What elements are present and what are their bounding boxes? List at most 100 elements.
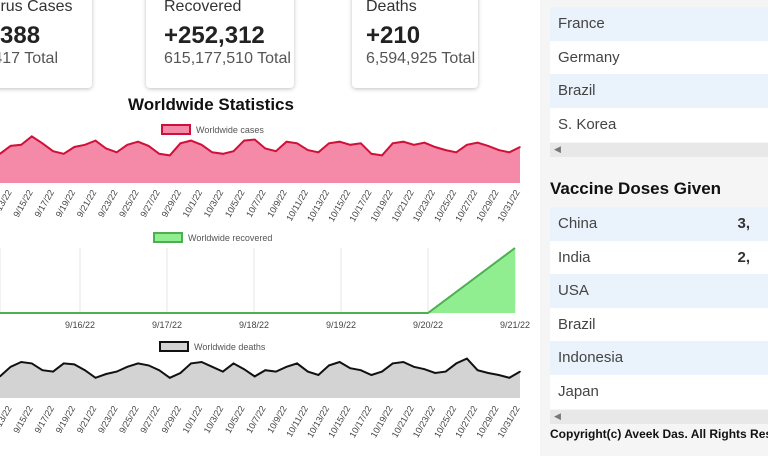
recovered-chart: Worldwide recovered229/16/229/17/229/18/… xyxy=(0,232,530,330)
table-row[interactable]: China 3, xyxy=(550,207,768,241)
table-row[interactable]: Japan xyxy=(550,375,768,409)
data-point xyxy=(508,377,511,379)
deaths-chart: Worldwide deaths9/13/229/15/229/17/229/1… xyxy=(0,341,522,439)
data-point xyxy=(41,369,44,371)
data-point xyxy=(264,369,267,371)
country-name: Brazil xyxy=(558,316,596,333)
data-point xyxy=(137,362,139,365)
horizontal-scrollbar[interactable]: ◀ xyxy=(550,410,768,424)
data-point xyxy=(360,142,362,145)
data-point xyxy=(455,362,458,365)
series-line xyxy=(0,247,516,314)
data-point xyxy=(349,144,352,146)
x-tick-label: 9/17/22 xyxy=(152,320,182,330)
data-point xyxy=(158,369,160,371)
data-point xyxy=(105,373,107,375)
country-name: Brazil xyxy=(558,82,596,99)
data-point xyxy=(94,377,97,379)
table-row[interactable]: Indonesia xyxy=(550,341,768,375)
horizontal-scrollbar[interactable]: ◀ xyxy=(550,143,768,157)
country-name: Japan xyxy=(558,383,599,400)
series-area xyxy=(0,136,520,183)
doses-value: 3, xyxy=(737,215,750,232)
series-line xyxy=(0,135,521,157)
data-point xyxy=(169,154,171,157)
data-point xyxy=(391,362,394,365)
doses-value: 2, xyxy=(737,249,750,266)
data-point xyxy=(84,144,86,146)
data-point xyxy=(413,366,415,368)
data-point xyxy=(31,135,33,138)
country-name: Germany xyxy=(558,49,620,66)
data-point xyxy=(169,377,171,379)
data-point xyxy=(62,362,65,365)
legend-swatch xyxy=(153,232,183,243)
data-point xyxy=(444,370,447,373)
data-point xyxy=(317,151,320,154)
data-point xyxy=(476,141,479,144)
data-point xyxy=(200,361,203,363)
cases-chart: Worldwide cases9/13/229/15/229/17/229/19… xyxy=(0,124,522,223)
series-area xyxy=(0,358,520,398)
data-point xyxy=(52,150,54,152)
data-point xyxy=(190,362,192,365)
data-point xyxy=(115,370,118,373)
data-point xyxy=(9,145,12,147)
table-row[interactable]: India 2, xyxy=(550,241,768,275)
table-row[interactable]: Brazil xyxy=(550,308,768,342)
data-point xyxy=(519,370,521,373)
card-new-count: +210 xyxy=(366,22,421,49)
scroll-left-icon[interactable]: ◀ xyxy=(554,411,561,421)
data-point xyxy=(307,370,309,373)
data-point xyxy=(434,372,436,374)
x-tick-label: 9/16/22 xyxy=(65,320,95,330)
data-point xyxy=(338,140,341,143)
data-point xyxy=(285,366,288,368)
data-point xyxy=(9,366,12,368)
data-point xyxy=(360,369,362,371)
data-point xyxy=(73,146,76,148)
data-point xyxy=(264,147,267,150)
legend-label: Worldwide recovered xyxy=(188,233,272,243)
series-line xyxy=(0,357,521,379)
country-name: S. Korea xyxy=(558,116,617,133)
card-label: Deaths xyxy=(366,0,417,15)
table-row[interactable]: Germany xyxy=(550,41,768,75)
stats-title: Worldwide Statistics xyxy=(128,95,294,114)
data-point xyxy=(519,146,521,148)
scroll-left-icon[interactable]: ◀ xyxy=(554,144,561,154)
data-point xyxy=(444,149,447,151)
data-point xyxy=(211,151,213,154)
vaccine-title: Vaccine Doses Given xyxy=(550,179,722,198)
data-point xyxy=(158,153,160,155)
data-point xyxy=(296,142,298,145)
country-name: France xyxy=(558,15,605,32)
table-row[interactable]: Brazil xyxy=(550,74,768,108)
data-point xyxy=(317,374,320,376)
data-point xyxy=(222,370,224,373)
data-point xyxy=(328,364,330,367)
data-point xyxy=(328,142,330,145)
series-area xyxy=(0,248,515,313)
data-point xyxy=(275,150,277,152)
data-point xyxy=(137,140,139,143)
data-point xyxy=(338,361,341,363)
table-row[interactable]: S. Korea xyxy=(550,108,768,142)
data-point xyxy=(476,369,479,371)
data-point xyxy=(20,144,23,146)
data-point xyxy=(179,372,182,374)
copyright-text: Copyright(c) Aveek Das. All Rights Res xyxy=(550,427,768,441)
legend-label: Worldwide deaths xyxy=(194,342,266,352)
data-point xyxy=(423,368,426,370)
data-point xyxy=(243,139,245,142)
data-point xyxy=(381,154,383,157)
card-coronavirus-cases: avirus Cases 7,388 4,417 Total xyxy=(0,0,92,88)
data-point xyxy=(115,151,118,154)
x-tick-label: 9/21/22 xyxy=(500,320,530,330)
table-row[interactable]: USA xyxy=(550,274,768,308)
data-point xyxy=(73,363,76,366)
data-point xyxy=(232,150,235,152)
data-point xyxy=(41,142,44,145)
data-point xyxy=(20,361,23,363)
table-row[interactable]: France xyxy=(550,7,768,41)
